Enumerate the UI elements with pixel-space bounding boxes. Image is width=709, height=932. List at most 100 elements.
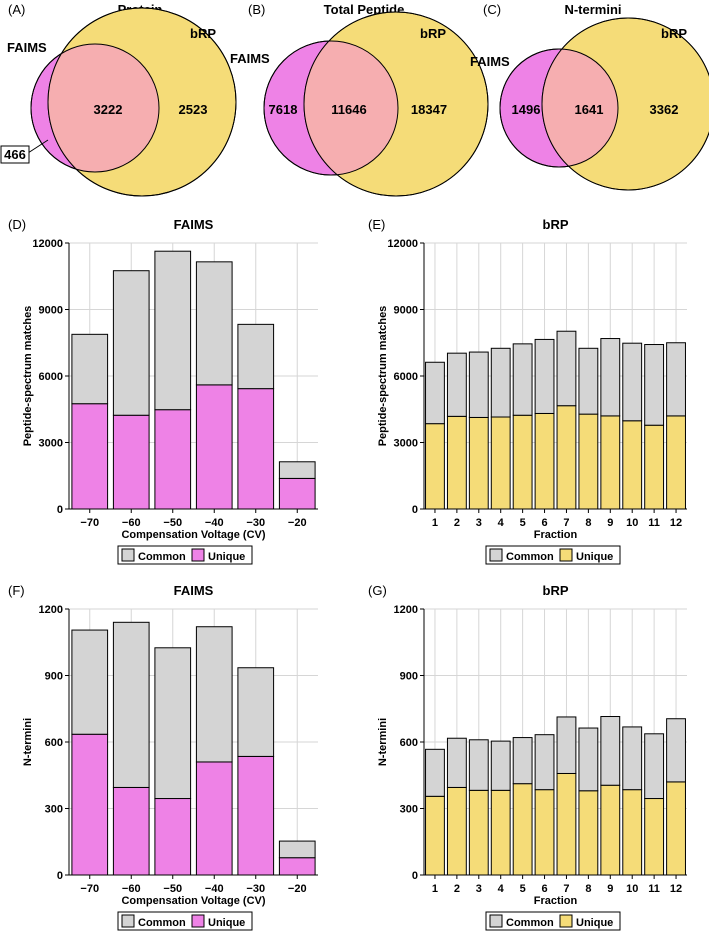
x-tick-label: −30 — [246, 883, 265, 895]
bar-common — [622, 342, 643, 422]
bar-unique — [534, 789, 555, 876]
bar-unique — [600, 415, 621, 510]
bar-unique — [556, 772, 577, 876]
x-tick-label: 7 — [563, 517, 569, 529]
venn-left-label: FAIMS — [230, 51, 270, 66]
chart-faims-psm: (D) FAIMS 0 3000 6000 9000 12000 −70 −60 −50 −40 −3… — [8, 217, 318, 565]
x-tick-label: 10 — [626, 517, 638, 529]
bar-unique — [154, 409, 192, 510]
bar-unique — [237, 388, 275, 510]
bar-unique — [556, 405, 577, 510]
bar-common — [154, 250, 192, 411]
legend-swatch-common — [489, 914, 503, 928]
bar-common — [468, 351, 489, 418]
venn-left-label: FAIMS — [7, 40, 47, 55]
bar-common — [112, 621, 150, 788]
bar-common — [468, 739, 489, 791]
venn-both-count: 11646 — [331, 102, 366, 117]
x-tick-label: 6 — [541, 517, 547, 529]
y-tick-label: 6000 — [394, 371, 418, 383]
bar-unique — [666, 415, 686, 510]
x-tick-label: −70 — [80, 517, 99, 529]
legend-label-unique: Unique — [576, 551, 613, 563]
bar-common — [278, 461, 316, 479]
bar-unique — [425, 795, 445, 876]
chart-title: bRP — [543, 583, 569, 598]
venn-right-only-count: 2523 — [179, 102, 208, 117]
bar-unique — [534, 412, 555, 510]
bar-common — [622, 726, 643, 791]
x-tick-label: 9 — [607, 883, 613, 895]
x-axis-label: Fraction — [534, 895, 578, 907]
bar-unique — [490, 789, 511, 876]
x-axis-label: Fraction — [534, 529, 578, 541]
y-tick-label: 12000 — [32, 238, 63, 250]
venn-left-only-count: 466 — [4, 147, 26, 162]
bar-unique — [195, 384, 233, 510]
bar-common — [425, 748, 445, 797]
bar-common — [71, 333, 109, 405]
legend-label-unique: Unique — [208, 917, 245, 929]
legend-label-unique: Unique — [576, 917, 613, 929]
x-tick-label: 11 — [648, 517, 660, 529]
legend-swatch-common — [489, 548, 503, 562]
bar-unique — [71, 403, 109, 510]
x-tick-label: 3 — [476, 517, 482, 529]
bar-unique — [468, 789, 489, 876]
bar-common — [71, 629, 109, 735]
venn-left-only-count: 1496 — [512, 102, 541, 117]
venn-title: N-termini — [564, 2, 621, 17]
bar-unique — [278, 477, 316, 510]
legend-swatch-unique — [191, 914, 205, 928]
x-tick-label: −40 — [205, 883, 224, 895]
x-tick-label: 12 — [670, 517, 682, 529]
x-tick-label: −20 — [288, 517, 307, 529]
bar-common — [112, 270, 150, 416]
legend-label-common: Common — [138, 917, 186, 929]
y-tick-label: 0 — [57, 504, 63, 516]
bar-unique — [644, 798, 665, 876]
bar-unique — [278, 857, 316, 876]
x-tick-label: 12 — [670, 883, 682, 895]
bar-unique — [71, 733, 109, 876]
bar-unique — [468, 416, 489, 510]
x-tick-label: 6 — [541, 883, 547, 895]
x-tick-label: 8 — [585, 517, 591, 529]
x-tick-label: −60 — [122, 883, 141, 895]
y-tick-label: 600 — [400, 737, 418, 749]
bar-common — [556, 330, 577, 407]
bar-unique — [446, 786, 467, 876]
bar-common — [534, 734, 555, 791]
venn-right-only-count: 18347 — [411, 102, 447, 117]
bar-unique — [578, 413, 599, 510]
y-tick-label: 300 — [45, 804, 63, 816]
venn-both-count: 3222 — [94, 102, 123, 117]
bar-common — [600, 716, 621, 786]
x-tick-label: −20 — [288, 883, 307, 895]
bar-common — [237, 323, 275, 390]
y-axis-label: N-termini — [22, 718, 34, 766]
y-tick-label: 6000 — [39, 371, 63, 383]
venn-total-peptide: (B) Total Peptide FAIMS bRP 7618 11646 1… — [230, 2, 489, 197]
x-tick-label: 5 — [520, 517, 526, 529]
x-tick-label: 5 — [520, 883, 526, 895]
bar-common — [534, 338, 555, 414]
x-tick-label: −60 — [122, 517, 141, 529]
panel-label: (E) — [368, 217, 385, 232]
bar-unique — [237, 755, 275, 876]
legend-swatch-common — [121, 914, 135, 928]
legend-swatch-unique — [559, 548, 573, 562]
chart-title: bRP — [543, 217, 569, 232]
bar-common — [490, 740, 511, 791]
x-tick-label: 8 — [585, 883, 591, 895]
y-tick-label: 900 — [45, 671, 63, 683]
y-tick-label: 1200 — [39, 604, 63, 616]
bar-common — [195, 261, 233, 386]
x-tick-label: 11 — [648, 883, 660, 895]
bar-common — [600, 338, 621, 417]
legend-box — [485, 911, 621, 931]
bar-common — [556, 716, 577, 774]
x-tick-label: 9 — [607, 517, 613, 529]
bar-common — [666, 342, 686, 417]
bar-unique — [622, 420, 643, 510]
